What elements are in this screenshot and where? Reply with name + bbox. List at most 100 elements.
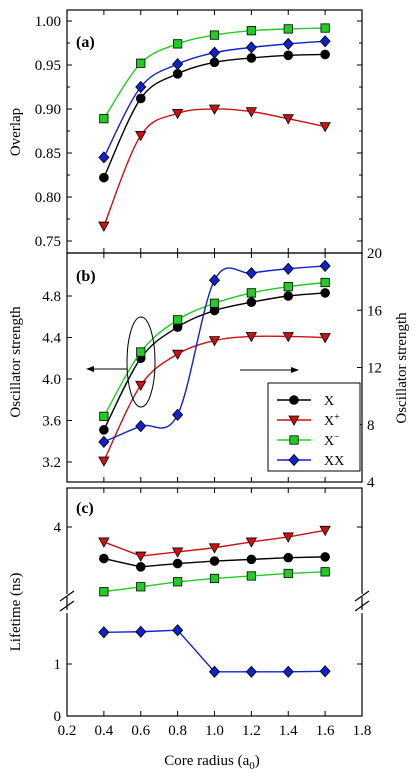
data-point [173,39,183,49]
data-point [99,114,109,124]
axis-break-mark [59,590,75,602]
y-axis-label: Oscillator strength [8,306,24,418]
panel-c: 0 1 4 0.2 0.4 0.6 0.8 1.0 1.2 1.4 1.6 1.8 (c) Lifetim… [8,487,371,772]
data-point [283,552,294,563]
legend-entry: X− [277,432,340,449]
y-tick-label: 0.95 [35,58,61,74]
data-point [246,571,256,581]
data-point [172,624,184,637]
data-point [245,537,258,548]
data-point [99,587,109,597]
y-tick-label: 1.00 [35,14,61,30]
legend: XX+X−XX [267,382,361,472]
data-point [246,53,257,63]
break-gap [61,610,73,613]
y-tick-label: 0.85 [35,146,61,162]
legend-text: X [324,434,334,449]
data-point [246,26,256,36]
legend-label: X− [324,432,340,449]
data-point [135,80,147,94]
data-point [209,298,220,308]
data-point [320,552,330,562]
data-point [209,30,220,40]
data-point [99,172,109,183]
x-axis-label-text: Core radius (a [164,753,249,769]
series-xminus [99,277,330,421]
legend-entry: X [277,394,334,409]
legend-label: X+ [324,412,340,429]
data-point [135,562,146,572]
data-point [208,336,221,347]
data-point [319,665,331,678]
y-tick-label: 0 [54,709,62,725]
data-point [319,525,331,537]
y-tick-label: 1 [54,657,62,673]
data-point [208,543,221,554]
legend-entry: XX [277,453,344,469]
series-xplus [98,104,331,232]
data-point [320,49,330,60]
panel-label: (c) [76,500,94,517]
data-point [98,456,110,467]
legend-text: X [324,414,334,429]
data-point [209,573,220,584]
legend-marker [288,415,300,426]
data-point [171,547,184,558]
data-point [245,665,257,678]
y-right-axis-label: Oscillator strength [394,312,410,424]
data-point [209,556,220,566]
data-point [209,57,220,68]
legend-text: XX [324,454,344,469]
data-point [246,554,257,565]
data-point [98,221,110,232]
data-point [98,626,110,639]
y-right-tick-label: 16 [367,303,383,319]
x-tick-label: 0.4 [95,723,114,739]
y-tick-label: 3.6 [42,414,61,430]
series-xplus [98,525,331,562]
data-point [283,24,293,34]
data-point [173,577,183,587]
legend-marker [289,395,299,405]
x-tick-label: 0.6 [131,723,150,739]
series-xx [98,624,331,678]
data-point [246,297,257,308]
data-point [320,23,330,33]
series-line [103,108,326,227]
axis-break-mark [354,590,370,602]
data-point [135,420,147,433]
plot-frame [66,487,363,717]
data-point [283,282,293,292]
x-tick-label: 1.0 [205,723,224,739]
data-point [320,288,330,298]
series-x [99,49,330,183]
series-xminus [99,567,330,597]
data-point [245,41,257,54]
x-tick-label: 0.8 [168,723,187,739]
data-point [172,58,184,71]
data-point [320,567,330,577]
legend-marker [289,435,299,445]
data-point [319,259,331,272]
x-tick-label: 1.6 [316,723,335,739]
data-point [135,93,146,104]
legend-marker [288,453,300,467]
series-xx [98,35,331,164]
data-point [172,69,183,79]
data-point [282,262,294,275]
data-point [282,532,294,543]
y-right-tick-label: 12 [367,361,382,377]
legend-label: XX [324,454,344,469]
data-point [319,122,331,133]
data-point [208,46,221,59]
panel-label: (b) [76,268,96,285]
data-point [173,315,183,325]
y-right-tick-label: 8 [367,418,375,434]
y-tick-label: 4.8 [42,289,61,305]
y-tick-label: 3.2 [42,455,61,471]
series-line [103,629,326,673]
y-tick-label: 4.0 [42,372,61,388]
data-point [136,58,146,68]
data-point [320,277,330,288]
